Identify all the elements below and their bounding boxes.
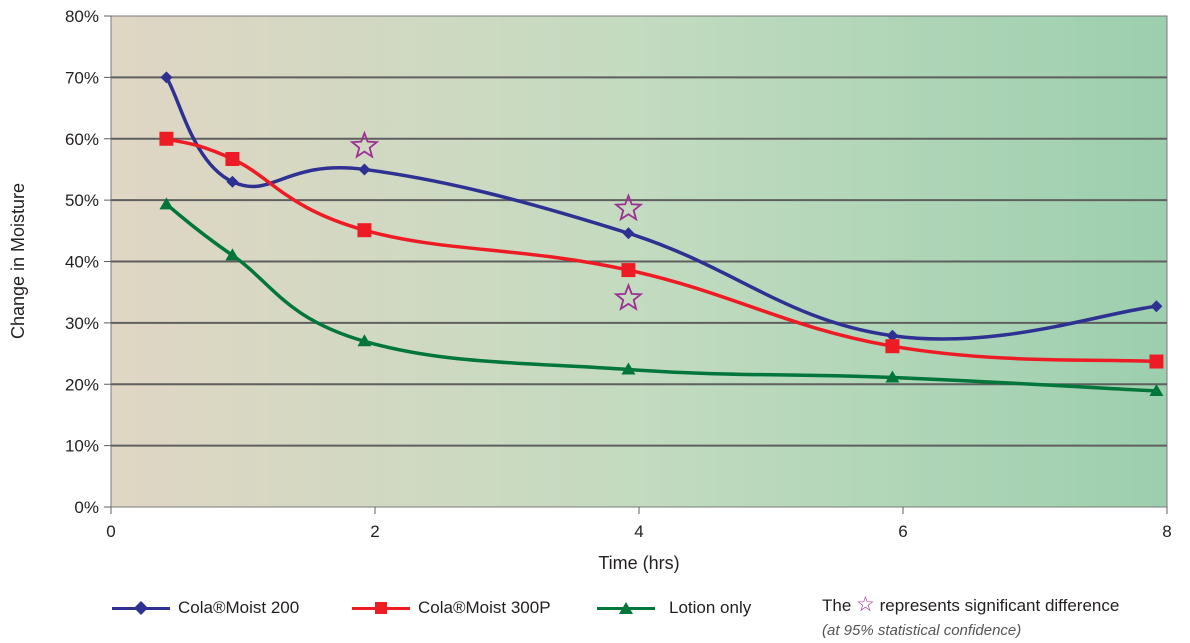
note-text: represents significant difference: [879, 596, 1120, 615]
data-point: [159, 131, 174, 146]
y-tick-label: 0%: [74, 498, 99, 517]
data-point: [622, 227, 635, 240]
legend-label: Cola®Moist 300P: [418, 598, 551, 617]
data-point: [225, 152, 240, 167]
y-tick-label: 40%: [65, 253, 99, 272]
x-tick-label: 0: [106, 522, 115, 541]
x-axis-title: Time (hrs): [598, 553, 679, 573]
legend-swatch-diamond: [112, 596, 170, 620]
series-2: [159, 131, 1164, 369]
y-tick-label: 50%: [65, 191, 99, 210]
legend-swatch-triangle: [597, 596, 655, 620]
y-tick-label: 70%: [65, 68, 99, 87]
series-line: [165, 203, 1157, 393]
series-3: [159, 197, 1164, 397]
significance-star-icon: [349, 130, 380, 159]
note-prefix: The: [822, 596, 852, 615]
legend-item-cola-moist-200: Cola®Moist 200: [112, 596, 299, 620]
data-point: [885, 370, 900, 383]
data-point: [160, 71, 173, 84]
y-tick-label: 20%: [65, 375, 99, 394]
star-icon: ☆: [856, 593, 875, 616]
y-tick-label: 10%: [65, 437, 99, 456]
gridlines: [111, 76, 1167, 447]
legend-swatch-square: [352, 596, 410, 620]
y-tick-label: 60%: [65, 130, 99, 149]
data-point: [1149, 384, 1164, 397]
legend-item-lotion-only: Lotion only: [597, 596, 751, 620]
x-tick-label: 4: [634, 522, 643, 541]
significance-star-icon: [613, 282, 644, 311]
legend: Cola®Moist 200 Cola®Moist 300P Lotion on…: [0, 592, 1190, 643]
data-point: [621, 263, 636, 278]
x-tick-label: 2: [370, 522, 379, 541]
significance-star-icon: [613, 193, 644, 222]
data-point: [621, 362, 636, 375]
data-point: [1149, 354, 1164, 369]
annotation-layer: [349, 130, 644, 311]
data-point: [357, 334, 372, 347]
series-layer: [159, 71, 1164, 397]
legend-label: Lotion only: [669, 598, 752, 617]
data-point: [885, 339, 900, 354]
x-tick-label: 8: [1162, 522, 1171, 541]
series-line: [165, 137, 1157, 364]
significance-note-sub: (at 95% statistical confidence): [822, 622, 1022, 639]
data-point: [225, 248, 240, 261]
data-point: [886, 329, 899, 342]
y-axis-title: Change in Moisture: [8, 183, 28, 339]
series-1: [160, 71, 1163, 342]
significance-note: The ☆ represents significant difference: [822, 593, 1120, 616]
data-point: [357, 223, 372, 238]
axes: 0% 10% 20% 30% 40% 50% 60% 70% 80% 0 2 4 6 8: [65, 7, 1172, 541]
y-tick-label: 80%: [65, 7, 99, 26]
data-point: [358, 163, 371, 176]
legend-label: Cola®Moist 200: [178, 598, 300, 617]
x-tick-label: 6: [898, 522, 907, 541]
legend-item-cola-moist-300p: Cola®Moist 300P: [352, 596, 551, 620]
data-point: [1150, 300, 1163, 313]
y-tick-label: 30%: [65, 314, 99, 333]
data-point: [226, 175, 239, 188]
data-point: [159, 197, 174, 210]
